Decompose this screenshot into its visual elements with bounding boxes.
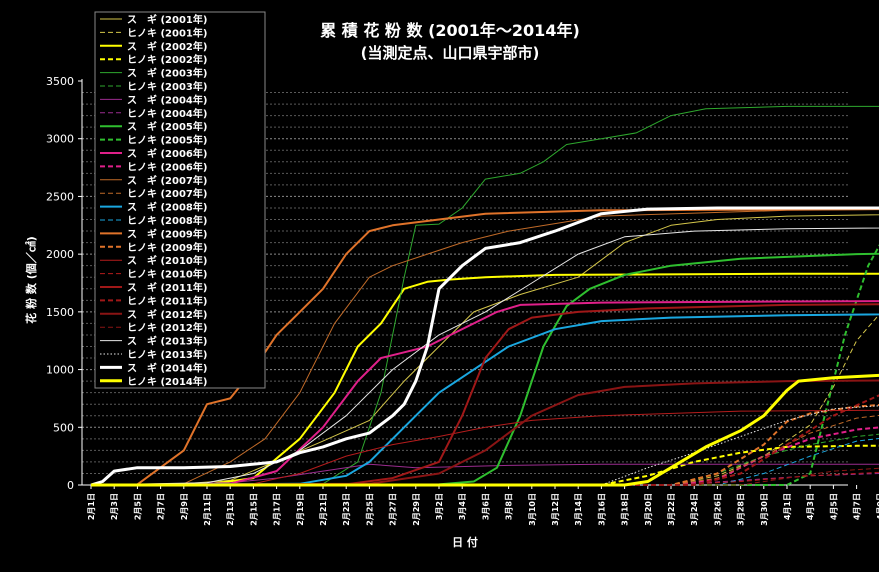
series-line-18: [91, 404, 879, 486]
x-tick-label: 3月18日: [621, 493, 630, 526]
series-line-22: [91, 394, 879, 486]
y-axis-label: 花 粉 数 (個／㎠): [24, 236, 38, 324]
y-tick-label: 2500: [46, 190, 74, 203]
legend-label: ス ギ (2004年): [127, 93, 207, 106]
y-tick-label: 500: [53, 421, 74, 434]
legend-label: ス ギ (2010年): [127, 254, 207, 267]
legend: ス ギ (2001年)ヒノキ (2001年)ス ギ (2002年)ヒノキ (20…: [94, 11, 266, 389]
legend-label: ス ギ (2002年): [127, 40, 207, 53]
x-tick-label: 3月26日: [713, 493, 722, 526]
legend-label: ヒノキ (2008年): [127, 214, 207, 227]
x-tick-label: 4月1日: [783, 493, 792, 520]
y-axis-ticks: 0 500 1000 1500 2000 2500 3000 3500: [46, 75, 82, 492]
legend-label: ヒノキ (2004年): [127, 107, 207, 120]
legend-label: ヒノキ (2012年): [127, 321, 207, 334]
x-tick-label: 3月6日: [481, 493, 490, 520]
legend-label: ヒノキ (2010年): [127, 268, 207, 281]
legend-label: ヒノキ (2014年): [127, 375, 207, 388]
series-line-25: [90, 227, 879, 486]
legend-label: ス ギ (2013年): [127, 335, 207, 348]
y-tick-label: 1500: [46, 306, 74, 319]
legend-label: ス ギ (2011年): [127, 281, 207, 294]
legend-label: ヒノキ (2006年): [127, 160, 207, 173]
x-tick-label: 2月27日: [389, 493, 398, 526]
legend-label: ヒノキ (2011年): [127, 294, 207, 307]
x-tick-label: 3月20日: [644, 493, 653, 526]
x-tick-label: 4月7日: [853, 493, 862, 520]
series-line-2: [91, 313, 879, 486]
y-tick-label: 3000: [46, 133, 74, 146]
x-tick-label: 3月2日: [435, 493, 444, 520]
series-line-1: [90, 214, 879, 486]
x-tick-label: 3月24日: [690, 493, 699, 526]
legend-label: ス ギ (2008年): [127, 201, 207, 214]
x-tick-label: 3月10日: [528, 493, 537, 526]
x-tick-label: 4月5日: [829, 493, 838, 520]
x-tick-label: 3月30日: [760, 493, 769, 526]
legend-label: ヒノキ (2009年): [127, 241, 207, 254]
x-tick-label: 3月8日: [505, 493, 514, 520]
x-axis-ticks: 2月1日 2月3日 2月5日 2月7日 2月9日 2月11日 2月13日 2月15日 2月17日…: [87, 485, 879, 526]
x-tick-label: 2月9日: [180, 493, 189, 520]
x-tick-label: 2月1日: [87, 493, 96, 520]
legend-label: ス ギ (2003年): [127, 67, 207, 80]
x-tick-label: 3月4日: [458, 493, 467, 520]
series-lines: [90, 105, 879, 487]
x-tick-label: 3月28日: [737, 493, 746, 526]
chart-subtitle: (当測定点、山口県宇部市): [361, 44, 540, 62]
x-tick-label: 3月16日: [597, 493, 606, 526]
series-line-23: [90, 379, 879, 486]
x-tick-label: 2月11日: [203, 493, 212, 526]
x-tick-label: 2月13日: [226, 493, 235, 526]
x-tick-label: 4月9日: [876, 493, 879, 520]
legend-label: ヒノキ (2007年): [127, 187, 207, 200]
x-tick-label: 2月21日: [319, 493, 328, 526]
x-tick-label: 3月14日: [574, 493, 583, 526]
x-tick-label: 2月23日: [342, 493, 351, 526]
y-tick-label: 1000: [46, 364, 74, 377]
y-tick-label: 3500: [46, 75, 74, 88]
series-line-7: [90, 463, 879, 486]
x-tick-label: 3月22日: [667, 493, 676, 526]
x-axis-label: 日 付: [452, 535, 478, 549]
y-tick-label: 0: [67, 479, 74, 492]
x-tick-label: 2月19日: [296, 493, 305, 526]
x-tick-label: 4月3日: [806, 493, 815, 520]
legend-label: ス ギ (2012年): [127, 308, 207, 321]
x-tick-label: 2月15日: [249, 493, 258, 526]
series-line-27: [90, 206, 879, 487]
series-line-14: [91, 414, 879, 486]
legend-label: ス ギ (2005年): [127, 120, 207, 133]
chart-title: 累 積 花 粉 数 (2001年～2014年): [320, 21, 580, 40]
y-tick-label: 2000: [46, 248, 74, 261]
legend-label: ス ギ (2007年): [127, 174, 207, 187]
x-tick-label: 2月17日: [273, 493, 282, 526]
legend-box: [94, 11, 266, 389]
legend-label: ヒノキ (2002年): [127, 53, 207, 66]
x-tick-label: 2月7日: [157, 493, 166, 520]
series-line-5: [90, 105, 879, 486]
x-tick-label: 2月29日: [412, 493, 421, 526]
legend-label: ス ギ (2001年): [127, 13, 207, 26]
series-line-21: [90, 303, 879, 486]
x-tick-label: 2月25日: [365, 493, 374, 526]
series-line-28: [91, 373, 879, 487]
legend-label: ス ギ (2009年): [127, 227, 207, 240]
legend-label: ヒノキ (2001年): [127, 26, 207, 39]
legend-label: ヒノキ (2013年): [127, 348, 207, 361]
series-line-9: [90, 252, 879, 486]
series-line-17: [90, 208, 879, 486]
x-tick-label: 2月5日: [133, 493, 142, 520]
legend-label: ヒノキ (2005年): [127, 134, 207, 147]
x-tick-label: 3月12日: [551, 493, 560, 526]
series-line-10: [91, 244, 879, 486]
series-line-19: [90, 409, 879, 486]
legend-label: ヒノキ (2003年): [127, 80, 207, 93]
x-tick-label: 2月3日: [110, 493, 119, 520]
legend-label: ス ギ (2014年): [127, 361, 207, 374]
series-line-16: [91, 438, 879, 486]
series-line-15: [90, 313, 879, 486]
legend-label: ス ギ (2006年): [127, 147, 207, 160]
